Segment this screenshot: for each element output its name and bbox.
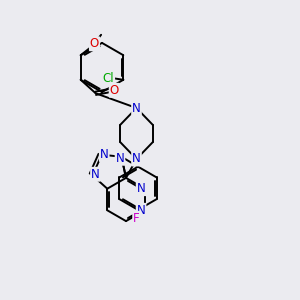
Text: F: F [133,212,140,225]
Text: N: N [100,148,109,161]
Text: N: N [137,182,146,195]
Text: O: O [90,37,99,50]
Text: N: N [137,204,146,217]
Text: N: N [132,152,141,166]
Text: N: N [91,168,100,181]
Text: O: O [110,84,119,97]
Text: N: N [132,101,141,115]
Text: Cl: Cl [103,72,114,85]
Text: N: N [116,152,124,165]
